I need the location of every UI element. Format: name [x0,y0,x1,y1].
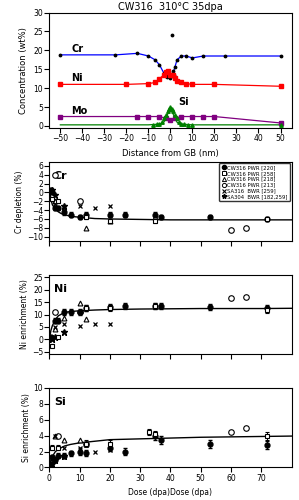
Y-axis label: Ni enrichment (%): Ni enrichment (%) [20,280,29,349]
Text: Si: Si [178,97,189,107]
Text: Mo: Mo [71,106,88,116]
Text: Ni: Ni [71,72,83,83]
Y-axis label: Si enrichment (%): Si enrichment (%) [22,394,31,462]
Text: Ni: Ni [54,284,67,294]
Text: Cr: Cr [71,44,83,54]
Title: CW316  310°C 35dpa: CW316 310°C 35dpa [118,2,223,12]
X-axis label: Distance from GB (nm): Distance from GB (nm) [122,148,219,158]
Legend: CW316 PWR [220], CW316 PWR [258], CW316 PWR [218], CW316 PWR [213], SA316  BWR [: CW316 PWR [220], CW316 PWR [258], CW316 … [219,163,290,202]
Text: Si: Si [54,398,65,407]
X-axis label: Dose (dpa)Dose (dpa): Dose (dpa)Dose (dpa) [129,488,212,498]
Y-axis label: Cr depletion (%): Cr depletion (%) [15,170,24,232]
Text: Cr: Cr [54,171,68,181]
Y-axis label: Concentration (wt%): Concentration (wt%) [19,27,28,114]
